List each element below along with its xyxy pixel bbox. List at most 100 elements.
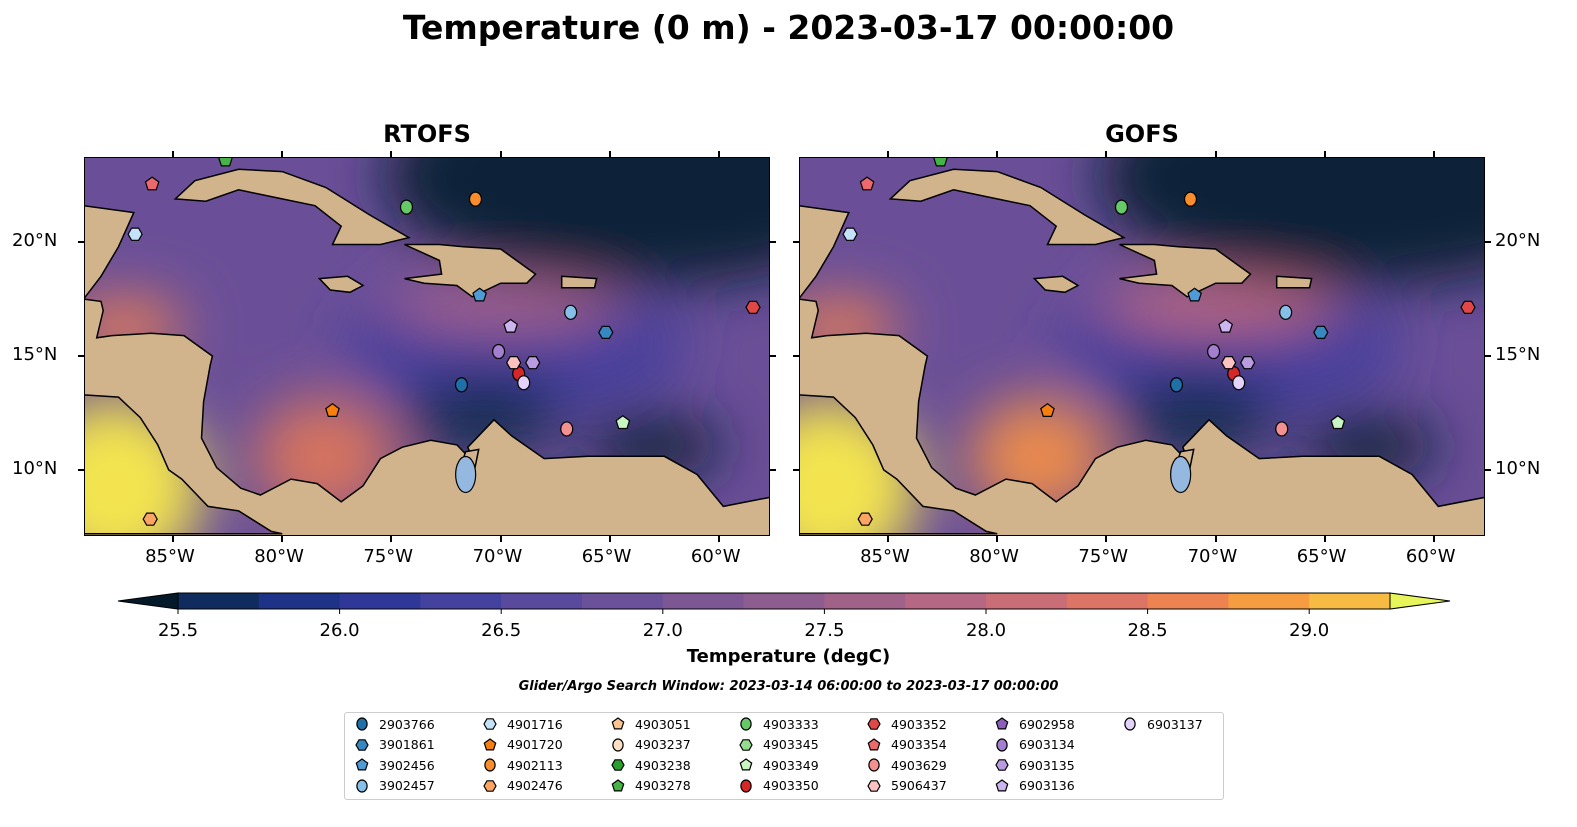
circle-marker-icon [1124,717,1136,731]
legend-item: 6903137 [1123,716,1203,732]
colorbar: 25.5 26.0 26.5 27.0 27.5 28.0 28.5 29.0 [117,592,1451,641]
circle-marker-icon [868,758,880,772]
marker-4903354 [859,176,875,191]
marker-2903766 [356,717,368,731]
legend-item: 4903238 [611,757,691,773]
search-window-text: Glider/Argo Search Window: 2023-03-14 06… [518,679,1059,694]
marker-4903333 [1114,199,1129,215]
marker-5906437 [506,356,522,370]
panel-title-rtofs: RTOFS [383,120,471,148]
marker-4903352 [867,718,881,730]
land-mass [1119,243,1252,298]
legend-item: 4903278 [611,778,691,794]
colorbar-bin [1147,593,1229,609]
land-mass [1275,275,1313,289]
legend-label: 4902476 [507,778,563,793]
colorbar-bin [1228,593,1310,609]
legend-label: 4901720 [507,737,563,752]
pentagon-marker-icon [995,717,1009,730]
marker-4903051 [611,717,625,730]
marker-6903137 [517,375,531,391]
lat-tick-label: 10°N [1495,457,1541,479]
pentagon-marker-icon [355,758,369,771]
legend-item: 4903629 [867,757,947,773]
hexagon-marker-icon [483,779,497,792]
legend-item: 3902456 [355,757,435,773]
lon-tick-label: 85°W [860,546,910,567]
marker-6902958 [995,717,1009,730]
lat-tick-label: 15°N [1495,344,1541,366]
colorbar-bin [1309,593,1391,609]
circle-marker-icon [484,758,496,772]
colorbar-tick-label: 25.5 [158,620,198,641]
lon-tick-label: 80°W [969,546,1019,567]
legend-label: 4903333 [763,716,819,732]
rtofs-map [84,157,770,536]
pentagon-marker-icon [611,717,625,730]
colorbar-tick-label: 28.0 [966,620,1006,641]
circle-marker-icon [740,778,752,793]
legend-item: 4903352 [867,716,947,732]
lon-tick-label: 70°W [1187,546,1238,567]
marker-4901720 [483,737,497,750]
circle-marker-icon [612,737,624,752]
marker-4902476 [483,779,497,792]
legend: 2903766 3901861 3902456 3902457 4901716 49017… [344,712,1224,800]
legend-label: 4903278 [635,778,691,793]
lon-tick-label: 75°W [363,546,414,567]
land-mass [317,275,365,294]
legend-label: 3901861 [379,737,435,752]
legend-label: 6903137 [1147,716,1203,732]
legend-label: 6902958 [1019,716,1075,732]
legend-label: 4903354 [891,737,947,752]
circle-marker-icon [740,717,752,731]
marker-4903629 [560,421,574,437]
colorbar-bin [420,593,502,609]
circle-marker-icon [356,778,368,793]
lake-maracaibo [1170,455,1192,494]
legend-item: 3902457 [355,778,435,794]
land-mass [404,243,537,298]
legend-item: 5906437 [867,778,947,794]
panel-title-gofs: GOFS [1105,120,1179,148]
legend-item: 4903349 [739,757,819,773]
marker-4903345 [739,738,753,751]
lat-tick-label: 20°N [12,230,58,252]
pentagon-marker-icon [995,778,1009,791]
marker-3901861 [598,325,614,339]
legend-item: 6902958 [995,716,1075,732]
colorbar-tick-label: 26.0 [320,620,360,641]
legend-item: 4903350 [739,778,819,794]
marker-2903766 [1169,377,1184,393]
hexagon-marker-icon [739,738,753,751]
legend-item: 4901716 [483,716,563,732]
colorbar-bin [339,593,421,609]
legend-label: 2903766 [379,716,435,732]
marker-5906437 [867,779,881,792]
marker-4902113 [468,191,483,207]
lat-tick-label: 15°N [12,344,58,366]
colorbar-bin [743,593,825,609]
legend-label: 4903238 [635,757,691,773]
legend-label: 3902456 [379,757,435,773]
marker-4903354 [144,176,160,191]
lon-tick-label: 65°W [1296,546,1347,567]
marker-6903135 [1240,356,1256,370]
marker-3902456 [472,287,488,302]
marker-6903136 [503,318,519,333]
marker-4902476 [142,512,158,526]
marker-6903136 [995,778,1009,791]
hexagon-marker-icon [995,759,1009,771]
land-mass [1032,275,1080,294]
pentagon-marker-icon [611,778,625,791]
legend-item: 4901720 [483,737,563,753]
land-mass [560,275,598,289]
legend-label: 4902113 [507,757,563,773]
marker-4901720 [1040,402,1055,417]
colorbar-tick-label: 29.0 [1289,620,1329,641]
lon-tick-label: 65°W [581,546,632,567]
colorbar-tick-label: 27.5 [804,620,844,641]
marker-3902456 [1187,287,1203,302]
marker-6903136 [1218,318,1234,333]
marker-4903352 [745,300,761,314]
